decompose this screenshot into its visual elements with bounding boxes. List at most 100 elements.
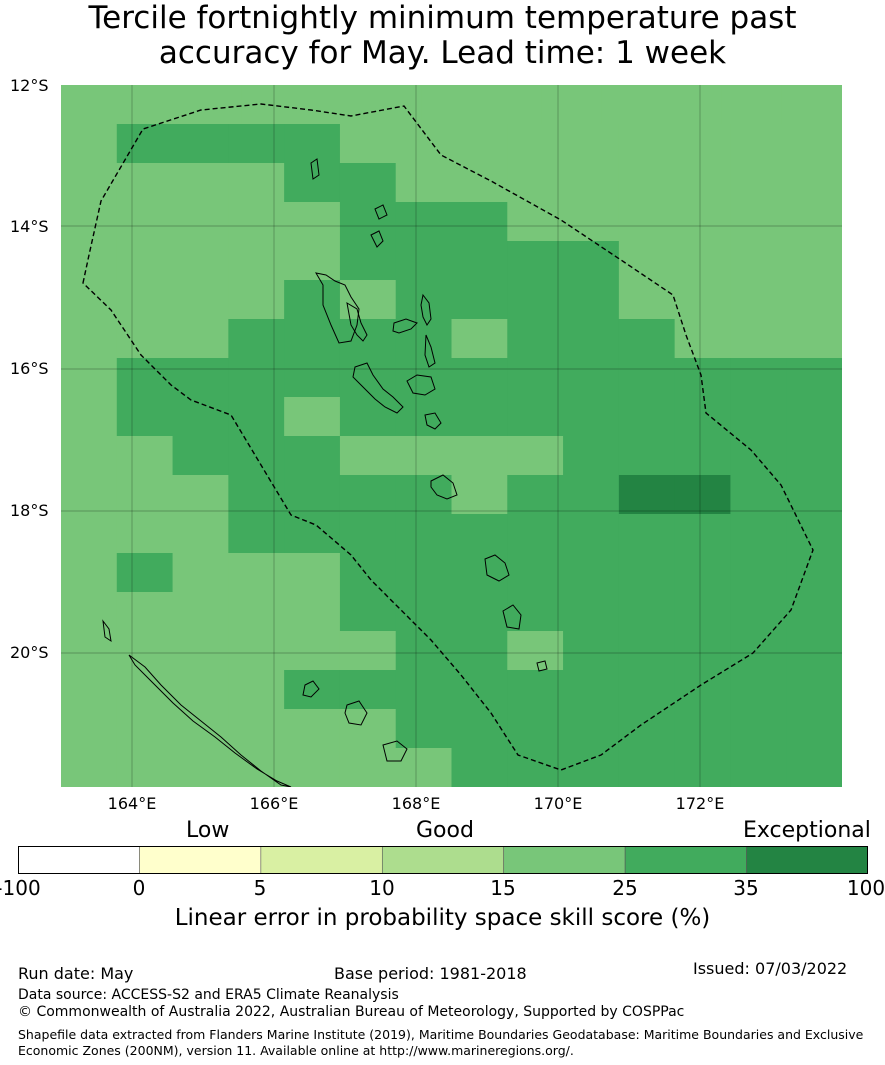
map-grid-cell: [395, 124, 453, 164]
map-grid-cell: [228, 514, 285, 554]
colorbar-tick-100: 100: [846, 876, 885, 900]
map-grid-cell: [786, 514, 842, 554]
map-grid-cell: [116, 748, 174, 787]
island-loyalty-lifou: [344, 700, 368, 726]
map-grid-cell: [61, 709, 118, 749]
map-grid-cell: [284, 748, 341, 787]
map-grid-cell: [730, 202, 787, 242]
map-grid-cell: [786, 397, 842, 437]
map-grid-cell: [563, 397, 620, 437]
map-grid-cell: [451, 709, 508, 749]
map-grid-cell: [451, 202, 508, 242]
island-efate: [430, 474, 458, 500]
map-grid-cell: [730, 280, 787, 320]
copyright: © Commonwealth of Australia 2022, Austra…: [18, 1004, 685, 1020]
map-grid-cell: [395, 592, 453, 632]
map-grid-cell: [730, 241, 787, 281]
map-grid-cell: [563, 280, 620, 320]
issued-date: Issued: 07/03/2022: [693, 959, 848, 978]
island-aneityum: [536, 660, 548, 672]
map-grid-cell: [339, 514, 397, 554]
colorbar-swatch: [381, 846, 505, 874]
map-grid-cell: [786, 202, 842, 242]
map-grid-cell: [61, 319, 118, 359]
map-grid-cell: [284, 514, 341, 554]
map-grid-cell: [61, 475, 118, 515]
island-epi: [424, 412, 442, 430]
map-grid-cell: [721, 85, 783, 125]
map-grid-cell: [730, 358, 787, 398]
map-grid-cell: [339, 397, 397, 437]
map-grid-cell: [395, 631, 453, 671]
map-grid-cell: [284, 163, 341, 203]
map-grid-cell: [730, 553, 787, 593]
map-grid-cell: [339, 709, 397, 749]
data-source: Data source: ACCESS-S2 and ERA5 Climate …: [18, 987, 399, 1003]
map-grid-cell: [395, 280, 453, 320]
map-grid-cell: [228, 124, 285, 164]
map-grid-cell: [61, 358, 118, 398]
map-grid-cell: [451, 631, 508, 671]
map-grid-cell: [451, 241, 508, 281]
map-grid-cell: [116, 514, 174, 554]
map-grid-cell: [284, 592, 341, 632]
map-grid-cell: [172, 436, 229, 476]
map-grid-cell: [228, 475, 285, 515]
map-grid-cell: [618, 319, 676, 359]
map-grid-cell: [451, 514, 508, 554]
map-grid-cell: [451, 553, 508, 593]
map-grid-cell: [618, 748, 676, 787]
map-grid-cell: [451, 319, 508, 359]
map-grid-cell: [674, 631, 732, 671]
map-grid-cell: [172, 553, 229, 593]
map-grid-cell: [61, 670, 118, 710]
lon-label-166e: 166°E: [249, 794, 299, 813]
map-grid-cell: [563, 514, 620, 554]
map-grid-cell: [481, 85, 543, 125]
map-grid-cell: [618, 514, 676, 554]
map-grid-cell: [618, 124, 676, 164]
colorbar-tick-15: 15: [490, 876, 516, 900]
map-grid-cell: [674, 592, 732, 632]
chart-title-line1: Tercile fortnightly minimum temperature …: [88, 0, 797, 36]
skill-score-map: [61, 85, 842, 787]
lat-label-16s: 16°S: [10, 359, 49, 378]
map-grid-cell: [786, 475, 842, 515]
map-grid-cell: [507, 163, 564, 203]
colorbar-tick-5: 5: [253, 876, 267, 900]
map-grid-cell: [618, 709, 676, 749]
map-grid-cell: [674, 475, 732, 515]
map-grid-cell: [618, 397, 676, 437]
island-aoba: [392, 318, 418, 334]
map-grid-cell: [61, 202, 118, 242]
map-grid-cell: [228, 241, 285, 281]
map-grid-cell: [361, 85, 423, 125]
map-grid-cell: [786, 319, 842, 359]
map-grid-cell: [228, 670, 285, 710]
map-grid-cell: [563, 124, 620, 164]
map-grid-cell: [116, 163, 174, 203]
map-grid-cell: [507, 592, 564, 632]
map-grid-cell: [507, 553, 564, 593]
map-grid-cell: [284, 670, 341, 710]
island-banks: [370, 230, 384, 248]
map-grid-cell: [284, 397, 341, 437]
map-grid-cell: [172, 670, 229, 710]
map-grid-cell: [563, 436, 620, 476]
map-grid-cell: [563, 631, 620, 671]
colorbar-label: Linear error in probability space skill …: [174, 905, 711, 931]
colorbar-swatch: [503, 846, 626, 874]
map-grid-cell: [116, 709, 174, 749]
map-grid-cell: [172, 280, 229, 320]
map-grid-cell: [116, 670, 174, 710]
map-grid-cell: [674, 514, 732, 554]
map-grid-cell: [395, 748, 453, 787]
map-grid-cell: [339, 124, 397, 164]
colorbar-swatch: [260, 846, 383, 874]
map-grid-cell: [61, 241, 118, 281]
map-grid-cell: [563, 319, 620, 359]
map-grid-cell: [451, 358, 508, 398]
map-grid-cell: [339, 280, 397, 320]
map-grid-cell: [563, 163, 620, 203]
map-grid-cell: [730, 670, 787, 710]
